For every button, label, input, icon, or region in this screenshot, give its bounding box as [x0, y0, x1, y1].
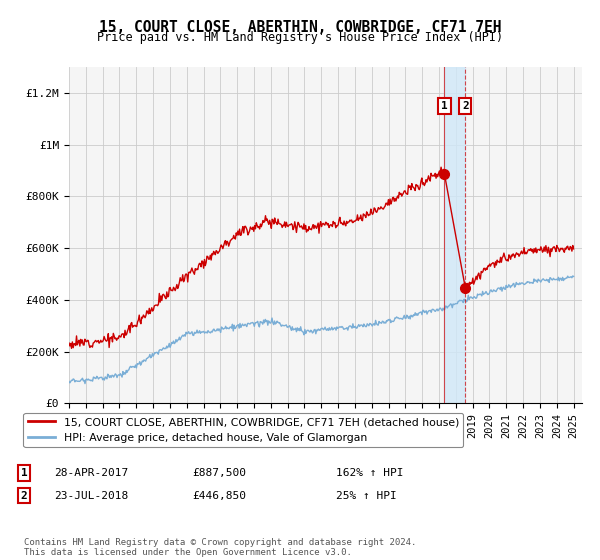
Bar — [445, 67, 465, 403]
Text: 25% ↑ HPI: 25% ↑ HPI — [336, 491, 397, 501]
Text: 28-APR-2017: 28-APR-2017 — [54, 468, 128, 478]
Text: 2: 2 — [20, 491, 28, 501]
Text: Contains HM Land Registry data © Crown copyright and database right 2024.
This d: Contains HM Land Registry data © Crown c… — [24, 538, 416, 557]
Text: 1: 1 — [20, 468, 28, 478]
Text: £446,850: £446,850 — [192, 491, 246, 501]
Legend: 15, COURT CLOSE, ABERTHIN, COWBRIDGE, CF71 7EH (detached house), HPI: Average pr: 15, COURT CLOSE, ABERTHIN, COWBRIDGE, CF… — [23, 413, 463, 447]
Text: 1: 1 — [441, 101, 448, 111]
Text: £887,500: £887,500 — [192, 468, 246, 478]
Text: 2: 2 — [462, 101, 469, 111]
Text: Price paid vs. HM Land Registry's House Price Index (HPI): Price paid vs. HM Land Registry's House … — [97, 31, 503, 44]
Text: 23-JUL-2018: 23-JUL-2018 — [54, 491, 128, 501]
Text: 162% ↑ HPI: 162% ↑ HPI — [336, 468, 404, 478]
Text: 15, COURT CLOSE, ABERTHIN, COWBRIDGE, CF71 7EH: 15, COURT CLOSE, ABERTHIN, COWBRIDGE, CF… — [99, 20, 501, 35]
